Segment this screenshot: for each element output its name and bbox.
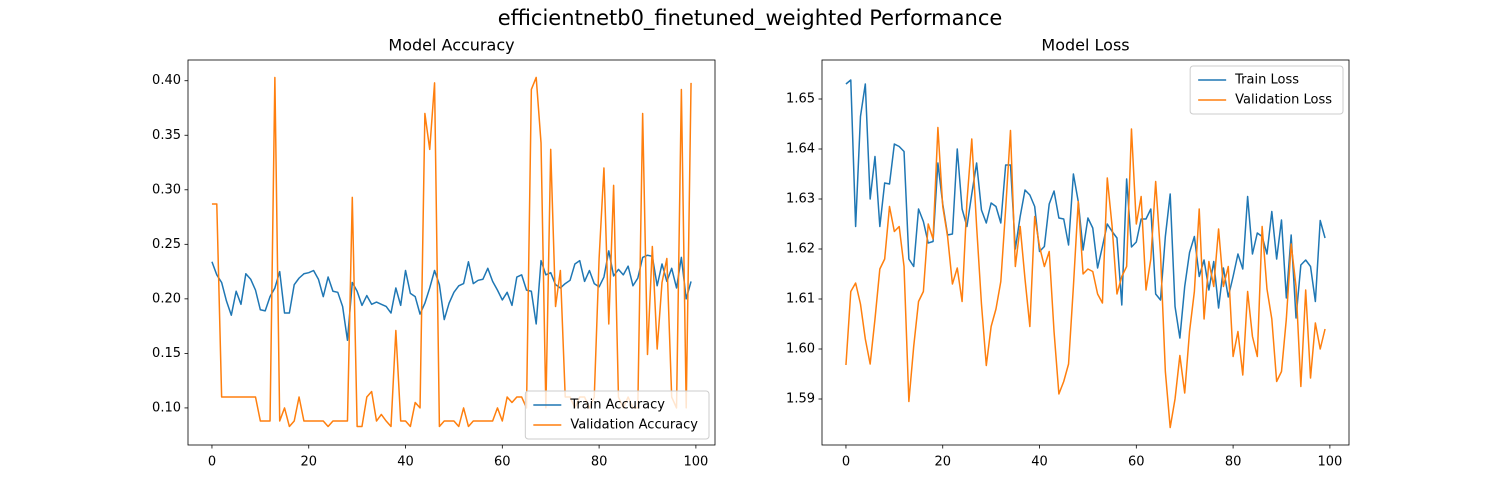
axes-frame [821, 59, 1350, 446]
legend: Train Accuracy Validation Accuracy [524, 390, 710, 440]
line-series [211, 76, 692, 428]
x-tick-label: 0 [208, 455, 216, 470]
x-tick-label: 60 [1128, 455, 1145, 470]
axes-title: Model Loss [1041, 36, 1129, 55]
x-tick-label: 0 [842, 455, 850, 470]
x-tick-label: 40 [397, 455, 414, 470]
y-tick-label: 1.62 [786, 242, 815, 257]
y-tick-label: 1.60 [786, 342, 815, 357]
legend-label: Validation Accuracy [570, 418, 698, 433]
x-tick-label: 20 [300, 455, 317, 470]
line-series [211, 250, 692, 342]
y-tick-label: 0.40 [152, 73, 181, 88]
legend-box [524, 390, 710, 440]
x-tick-label: 60 [494, 455, 511, 470]
legend-label: Validation Loss [1235, 93, 1332, 108]
y-tick-label: 1.61 [786, 292, 815, 307]
x-tick-label: 100 [683, 455, 708, 470]
y-tick-label: 0.25 [152, 237, 181, 252]
x-tick-label: 20 [934, 455, 951, 470]
plot-area [845, 79, 1326, 429]
legend-label: Train Accuracy [569, 398, 665, 413]
y-tick-label: 1.65 [786, 92, 815, 107]
line-series [845, 79, 1326, 339]
legend-box [1189, 65, 1344, 115]
axes: Model Loss 0 20 40 60 80 100 1.59 1.60 1.61 1.62 1.… [786, 36, 1350, 470]
y-tick-label: 1.64 [786, 142, 815, 157]
x-tick-label: 100 [1317, 455, 1342, 470]
y-tick-label: 0.30 [152, 182, 181, 197]
legend-label: Train Loss [1234, 73, 1299, 88]
y-tick-label: 1.59 [786, 392, 815, 407]
axes-title: Model Accuracy [388, 36, 514, 55]
x-tick-label: 40 [1031, 455, 1048, 470]
y-tick-label: 0.35 [152, 128, 181, 143]
y-tick-label: 1.63 [786, 192, 815, 207]
figure-title: efficientnetb0_finetuned_weighted Perfor… [498, 6, 1003, 31]
x-tick-label: 80 [591, 455, 608, 470]
y-tick-label: 0.10 [152, 400, 181, 415]
x-tick-label: 80 [1225, 455, 1242, 470]
legend: Train Loss Validation Loss [1189, 65, 1344, 115]
y-tick-label: 0.15 [152, 346, 181, 361]
line-series [845, 126, 1326, 429]
plot-area [211, 76, 692, 428]
y-tick-label: 0.20 [152, 291, 181, 306]
axes-frame [187, 59, 716, 446]
axes: Model Accuracy 0 20 40 60 80 100 0.10 0.15 0.20 0.… [152, 36, 716, 470]
